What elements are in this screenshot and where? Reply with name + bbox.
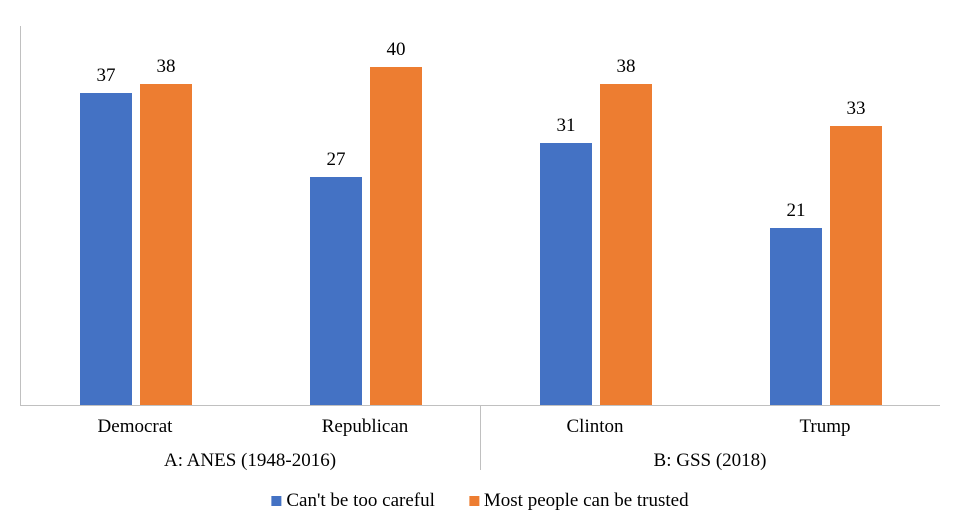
bar: 38 <box>140 84 192 405</box>
bar: 31 <box>540 143 592 405</box>
bar-value-label: 40 <box>387 39 406 61</box>
bar-value-label: 21 <box>787 200 806 222</box>
grouped-bar-chart: 3738274031382133DemocratRepublicanA: ANE… <box>0 0 960 527</box>
category-label: Clinton <box>566 416 623 438</box>
legend-swatch <box>469 496 479 506</box>
category-label: Republican <box>322 416 409 438</box>
legend-label: Most people can be trusted <box>484 490 689 512</box>
bar: 38 <box>600 84 652 405</box>
panel-divider <box>480 406 481 470</box>
plot-area: 3738274031382133 <box>20 26 940 406</box>
legend-item: Most people can be trusted <box>469 490 689 512</box>
bar: 40 <box>370 67 422 405</box>
category-label: Democrat <box>98 416 173 438</box>
bar-value-label: 38 <box>157 56 176 78</box>
category-label: Trump <box>799 416 850 438</box>
legend-item: Can't be too careful <box>271 490 435 512</box>
bar: 21 <box>770 228 822 405</box>
bar-value-label: 37 <box>97 65 116 87</box>
panel-label: A: ANES (1948-2016) <box>164 450 336 472</box>
legend: Can't be too careful Most people can be t… <box>271 490 688 512</box>
bar-value-label: 38 <box>617 56 636 78</box>
bar-value-label: 27 <box>327 149 346 171</box>
legend-swatch <box>271 496 281 506</box>
bar: 37 <box>80 93 132 405</box>
bar-value-label: 33 <box>847 98 866 120</box>
bar: 27 <box>310 177 362 405</box>
bar: 33 <box>830 126 882 405</box>
bar-value-label: 31 <box>557 115 576 137</box>
panel-label: B: GSS (2018) <box>654 450 767 472</box>
legend-label: Can't be too careful <box>286 490 435 512</box>
